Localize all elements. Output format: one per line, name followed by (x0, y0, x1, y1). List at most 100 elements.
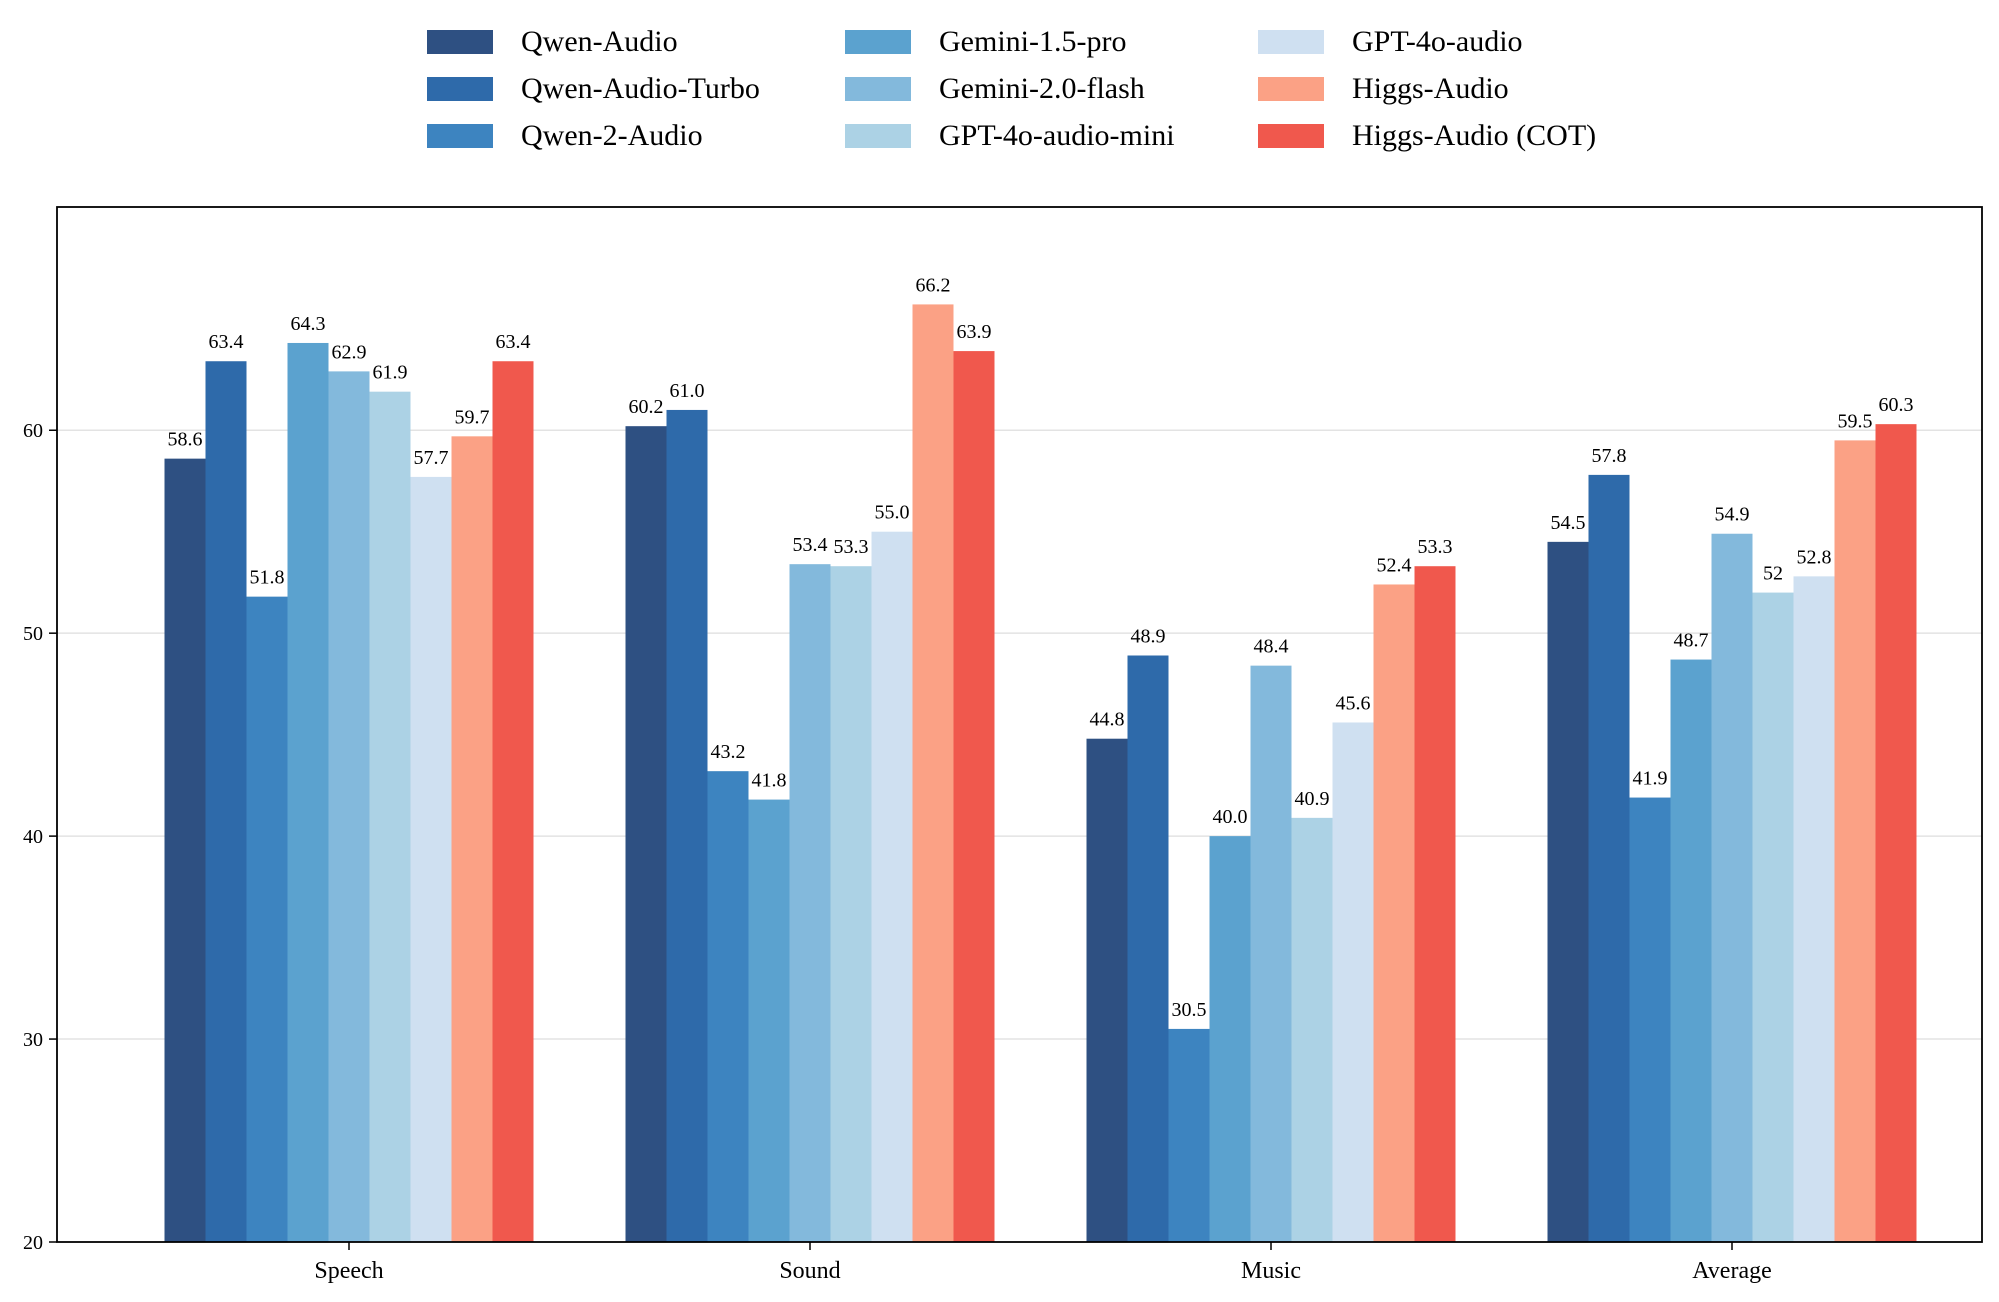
y-tick-label: 30 (23, 1029, 43, 1051)
bar-gpt-4o-audio-mini-speech (369, 391, 411, 1242)
bar-gpt-4o-audio-mini-average (1752, 592, 1794, 1242)
bar-higgs-audio-speech (451, 436, 493, 1243)
legend-item: Higgs-Audio (COT) (1258, 116, 1596, 156)
data-label: 60.3 (1879, 394, 1914, 416)
axes: 20 30 40 50 60 Speech Sound Music Average (23, 206, 1983, 1284)
data-label: 59.7 (455, 406, 490, 428)
data-label: 61.9 (373, 362, 408, 384)
y-tick-label: 40 (23, 826, 43, 848)
legend-label: GPT-4o-audio (1352, 25, 1523, 58)
legend-label: Qwen-Audio-Turbo (521, 72, 760, 105)
bar-gpt-4o-audio-music (1332, 722, 1374, 1242)
bar-gemini-2-0-flash-sound (789, 564, 831, 1242)
legend-swatch (1258, 124, 1324, 148)
data-label: 63.4 (209, 331, 244, 353)
bar-qwen-audio-turbo-average (1588, 474, 1630, 1243)
data-label: 60.2 (629, 396, 664, 418)
bar-qwen-2-audio-speech (246, 596, 288, 1242)
data-label: 57.8 (1592, 445, 1627, 467)
data-label: 53.3 (834, 536, 869, 558)
legend-swatch (427, 77, 493, 101)
data-label: 41.9 (1633, 768, 1668, 790)
legend-item: GPT-4o-audio (1258, 22, 1523, 62)
bar-gpt-4o-audio-speech (410, 476, 452, 1243)
data-label: 66.2 (916, 274, 951, 296)
data-label: 54.9 (1715, 504, 1750, 526)
legend-label: Gemini-2.0-flash (939, 72, 1145, 105)
data-label: 40.0 (1213, 806, 1248, 828)
data-label: 53.3 (1418, 536, 1453, 558)
bar-qwen-2-audio-music (1168, 1028, 1210, 1242)
bar-qwen-audio-average (1547, 541, 1589, 1242)
x-tick-label: Music (1241, 1258, 1301, 1284)
data-label: 45.6 (1336, 692, 1371, 714)
data-label: 61.0 (670, 380, 705, 402)
bar-higgs-audio-cot--average (1875, 424, 1917, 1242)
bar-gpt-4o-audio-mini-sound (830, 566, 872, 1242)
legend-swatch (1258, 30, 1324, 54)
legend-label: Gemini-1.5-pro (939, 25, 1127, 58)
data-label: 55.0 (875, 502, 910, 524)
legend-item: GPT-4o-audio-mini (845, 116, 1175, 156)
data-label: 40.9 (1295, 788, 1330, 810)
bar-gpt-4o-audio-average (1793, 576, 1835, 1242)
bar-higgs-audio-cot--music (1414, 566, 1456, 1242)
data-label: 63.9 (957, 321, 992, 343)
data-label: 52 (1763, 563, 1783, 585)
data-label: 52.8 (1797, 546, 1832, 568)
bar-qwen-audio-turbo-sound (666, 409, 708, 1242)
legend-label: Qwen-Audio (521, 25, 678, 58)
legend-label: GPT-4o-audio-mini (939, 119, 1175, 152)
legend-swatch (845, 124, 911, 148)
data-label: 54.5 (1551, 512, 1586, 534)
bar-higgs-audio-sound (912, 304, 954, 1243)
data-label: 48.9 (1131, 626, 1166, 648)
bar-higgs-audio-average (1834, 440, 1876, 1243)
data-label: 48.4 (1254, 636, 1289, 658)
data-label: 52.4 (1377, 554, 1412, 576)
bar-qwen-audio-turbo-speech (205, 361, 247, 1242)
data-label: 41.8 (752, 770, 787, 792)
legend-swatch (845, 77, 911, 101)
legend-swatch (1258, 77, 1324, 101)
bar-qwen-audio-turbo-music (1127, 655, 1169, 1242)
bar-gpt-4o-audio-sound (871, 531, 913, 1242)
bar-higgs-audio-cot--speech (492, 361, 534, 1242)
plot-frame (56, 206, 1983, 1243)
data-label: 57.7 (414, 447, 449, 469)
bar-gemini-2-0-flash-average (1711, 533, 1753, 1242)
legend-item: Qwen-Audio (427, 22, 678, 62)
legend-label: Higgs-Audio (1352, 72, 1509, 105)
data-labels: 58.6 60.2 44.8 54.5 63.4 61.0 48.9 57.8 51.8 43.2… (168, 274, 1914, 1020)
bar-qwen-2-audio-average (1629, 797, 1671, 1242)
bar-gemini-2-0-flash-music (1250, 665, 1292, 1242)
bar-gemini-1-5-pro-sound (748, 799, 790, 1242)
y-tick-label: 60 (23, 420, 43, 442)
legend-item: Gemini-1.5-pro (845, 22, 1126, 62)
bar-gemini-1-5-pro-speech (287, 342, 329, 1242)
y-tick-label: 50 (23, 623, 43, 645)
legend-item: Higgs-Audio (1258, 69, 1509, 109)
legend-label: Qwen-2-Audio (521, 119, 703, 152)
data-label: 48.7 (1674, 630, 1709, 652)
x-tick-label: Speech (314, 1258, 383, 1284)
legend-label: Higgs-Audio (COT) (1352, 119, 1597, 152)
bar-higgs-audio-cot--sound (953, 351, 995, 1242)
legend-swatch (427, 30, 493, 54)
y-tick-label: 20 (23, 1232, 43, 1254)
legend-item: Gemini-2.0-flash (845, 69, 1145, 109)
bar-higgs-audio-music (1373, 584, 1415, 1242)
x-tick-label: Sound (779, 1258, 840, 1284)
data-label: 63.4 (496, 331, 531, 353)
bar-gemini-1-5-pro-music (1209, 836, 1251, 1242)
legend-swatch (427, 124, 493, 148)
bar-qwen-audio-speech (164, 458, 206, 1242)
bar-gemini-1-5-pro-average (1670, 659, 1712, 1242)
data-label: 43.2 (711, 741, 746, 763)
data-label: 58.6 (168, 429, 203, 451)
legend-item: Qwen-2-Audio (427, 116, 703, 156)
legend-swatch (845, 30, 911, 54)
legend-item: Qwen-Audio-Turbo (427, 69, 760, 109)
bar-qwen-audio-sound (625, 426, 667, 1242)
